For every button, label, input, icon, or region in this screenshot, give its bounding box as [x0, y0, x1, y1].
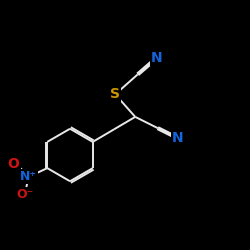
Text: S: S	[110, 88, 120, 102]
Text: N: N	[172, 131, 184, 145]
Text: N⁺: N⁺	[20, 170, 37, 183]
Text: O⁻: O⁻	[16, 188, 34, 202]
Text: O: O	[8, 158, 20, 172]
Text: N: N	[151, 51, 162, 65]
